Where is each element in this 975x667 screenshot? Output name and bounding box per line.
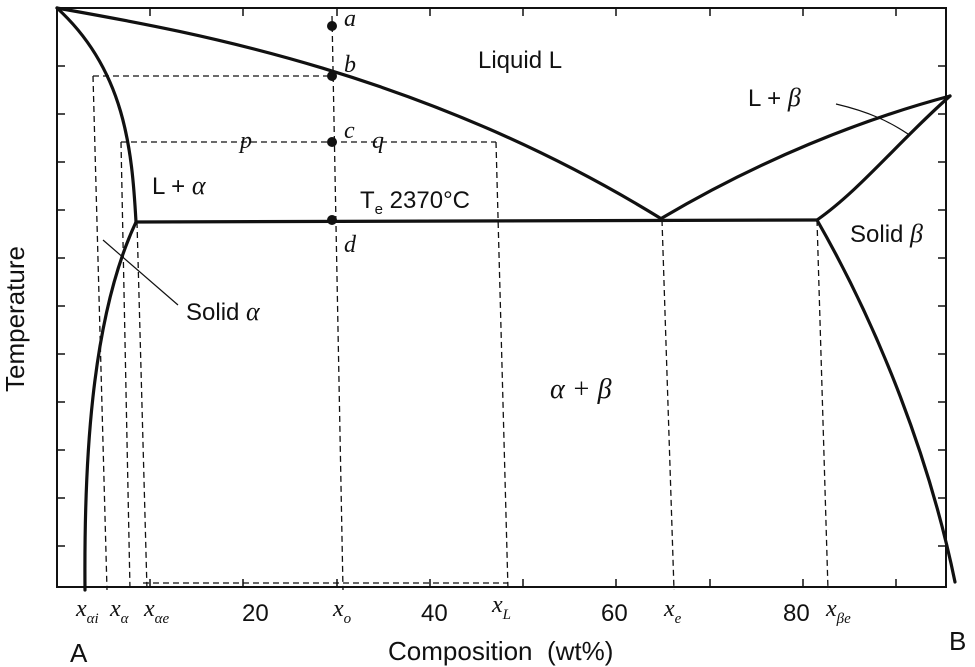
liquidus-left (55, 6, 662, 220)
point-q-label: q (372, 128, 384, 154)
marker-x-o: xo (332, 596, 352, 627)
x-tick-40: 40 (421, 600, 448, 627)
end-label-B: B (949, 626, 966, 656)
marker-x-a: xα (109, 596, 130, 627)
vertical-xo (331, 15, 344, 591)
point-c-label: c (344, 118, 355, 144)
tick-marks (57, 8, 946, 587)
point-a-label: a (344, 6, 356, 32)
x-tick-20: 20 (242, 600, 269, 627)
x-tick-60: 60 (601, 600, 628, 627)
liquidus-right (660, 94, 952, 220)
region-solid-beta: Solid β (850, 219, 923, 248)
point-d-dot (327, 215, 337, 225)
marker-x-L: xL (491, 592, 511, 623)
point-b-dot (327, 71, 337, 81)
solidus-beta-upper (815, 94, 952, 222)
eutectic-temperature-label: Te 2370°C (360, 187, 470, 218)
solvus-alpha (83, 220, 138, 592)
marker-x-ai: xαi (75, 596, 99, 627)
solvus-beta (815, 218, 957, 584)
marker-x-e: xe (663, 596, 682, 627)
eutectic-line (134, 218, 819, 224)
y-axis-title: Temperature (0, 246, 30, 392)
region-liquid: Liquid L (478, 47, 562, 74)
region-l-beta: L + β (748, 83, 801, 112)
point-a-dot (327, 21, 337, 31)
point-p-label: p (238, 128, 252, 154)
x-tick-80: 80 (783, 600, 810, 627)
region-alpha-beta: α + β (550, 374, 612, 405)
leader-lines (102, 103, 909, 306)
x-axis-title: Composition (wt%) (388, 636, 613, 666)
marker-x-ae: xαe (143, 596, 170, 627)
point-d-label: d (344, 232, 357, 258)
region-l-alpha: L + α (152, 171, 207, 200)
state-points (327, 21, 337, 225)
plot-frame (56, 7, 947, 588)
region-solid-alpha: Solid α (186, 297, 261, 326)
point-c-dot (327, 137, 337, 147)
solidus-alpha (55, 6, 138, 224)
end-label-A: A (70, 638, 88, 667)
point-b-label: b (344, 52, 356, 78)
marker-x-be: xβe (825, 596, 851, 627)
phase-boundaries (55, 6, 957, 592)
dashed-guides (92, 15, 829, 591)
